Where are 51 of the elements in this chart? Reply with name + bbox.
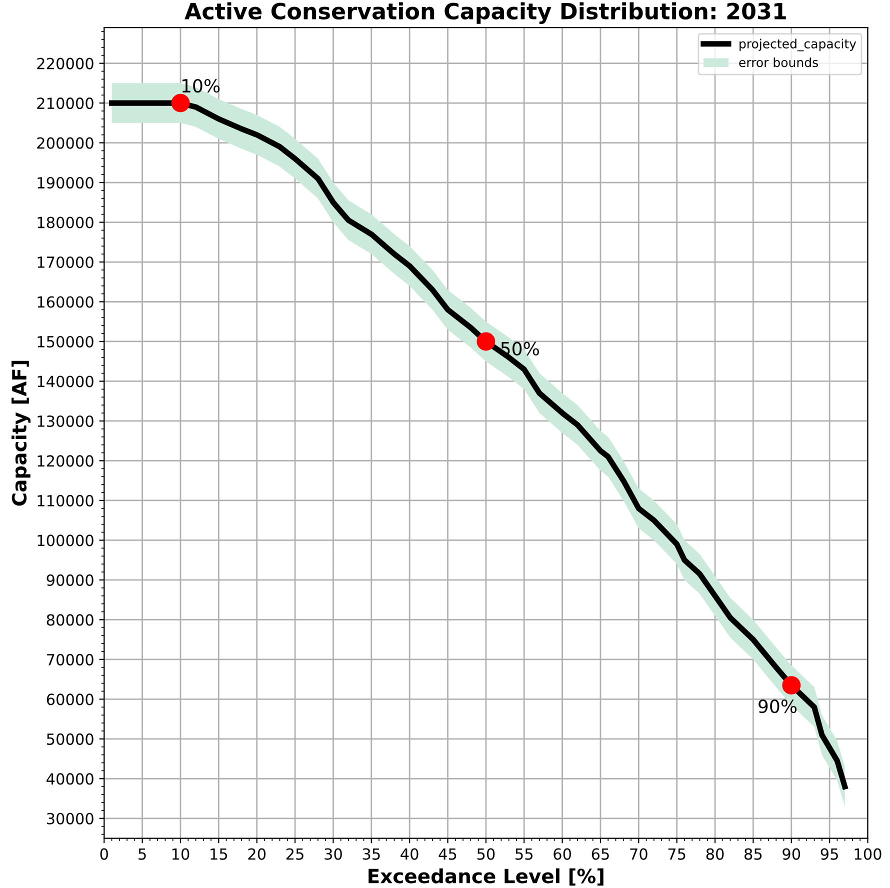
legend-label: projected_capacity — [740, 38, 856, 52]
x-tick-label: 20 — [248, 848, 266, 860]
x-tick-label: 60 — [554, 848, 572, 860]
y-tick-label: 180000 — [38, 216, 94, 228]
x-tick-label: 50 — [477, 848, 495, 860]
x-tick-label: 15 — [210, 848, 228, 860]
y-tick-label: 140000 — [38, 376, 94, 388]
x-tick-label: 55 — [516, 848, 533, 860]
y-tick-label: 190000 — [38, 176, 94, 189]
y-tick-label: 90000 — [46, 574, 94, 586]
x-tick-label: 70 — [630, 848, 648, 860]
y-tick-label: 110000 — [38, 494, 94, 506]
y-tick-label: 150000 — [38, 336, 94, 348]
chart-title: Active Conservation Capacity Distribution: 2031 — [184, 2, 786, 24]
x-tick-label: 65 — [592, 848, 609, 860]
x-tick-label: 90 — [782, 848, 800, 860]
y-tick-label: 30000 — [46, 812, 94, 824]
y-tick-label: 50000 — [46, 733, 94, 745]
x-tick-label: 75 — [668, 848, 686, 860]
y-tick-label: 70000 — [47, 654, 94, 666]
y-tick-label: 40000 — [46, 773, 94, 785]
x-tick-label: 100 — [854, 848, 882, 860]
annotation: 10% — [182, 78, 220, 93]
x-tick-label: 40 — [400, 848, 418, 860]
x-tick-label: 10 — [172, 848, 190, 860]
point — [171, 94, 190, 112]
legend-label: error bounds — [739, 57, 818, 68]
x-tick-label: 0 — [100, 848, 108, 860]
x-tick-label: 95 — [820, 848, 838, 860]
point — [782, 676, 801, 694]
y-tick-label: 170000 — [38, 256, 94, 268]
y-tick-label: 100000 — [38, 534, 94, 546]
y-tick-label: 60000 — [46, 694, 94, 706]
x-axis-title: Exceedance Level [%] — [368, 868, 604, 886]
y-tick-label: 120000 — [38, 455, 94, 467]
annotation: 90% — [758, 699, 797, 714]
y-tick-label: 210000 — [37, 98, 94, 110]
x-tick-label: 30 — [324, 848, 342, 860]
y-tick-label: 220000 — [37, 58, 94, 70]
y-tick-label: 130000 — [38, 415, 94, 427]
x-tick-label: 5 — [138, 848, 146, 860]
y-tick-label: 80000 — [46, 614, 94, 626]
x-tick-label: 85 — [744, 848, 762, 860]
y-tick-label: 200000 — [37, 137, 94, 149]
x-tick-label: 80 — [706, 848, 724, 860]
point — [476, 332, 496, 351]
x-tick-label: 35 — [362, 848, 380, 860]
y-tick-label: 160000 — [38, 296, 94, 308]
x-tick-label: 25 — [286, 848, 304, 860]
y-axis-title: Capacity [AF] — [12, 360, 31, 506]
x-tick-label: 45 — [438, 848, 456, 860]
